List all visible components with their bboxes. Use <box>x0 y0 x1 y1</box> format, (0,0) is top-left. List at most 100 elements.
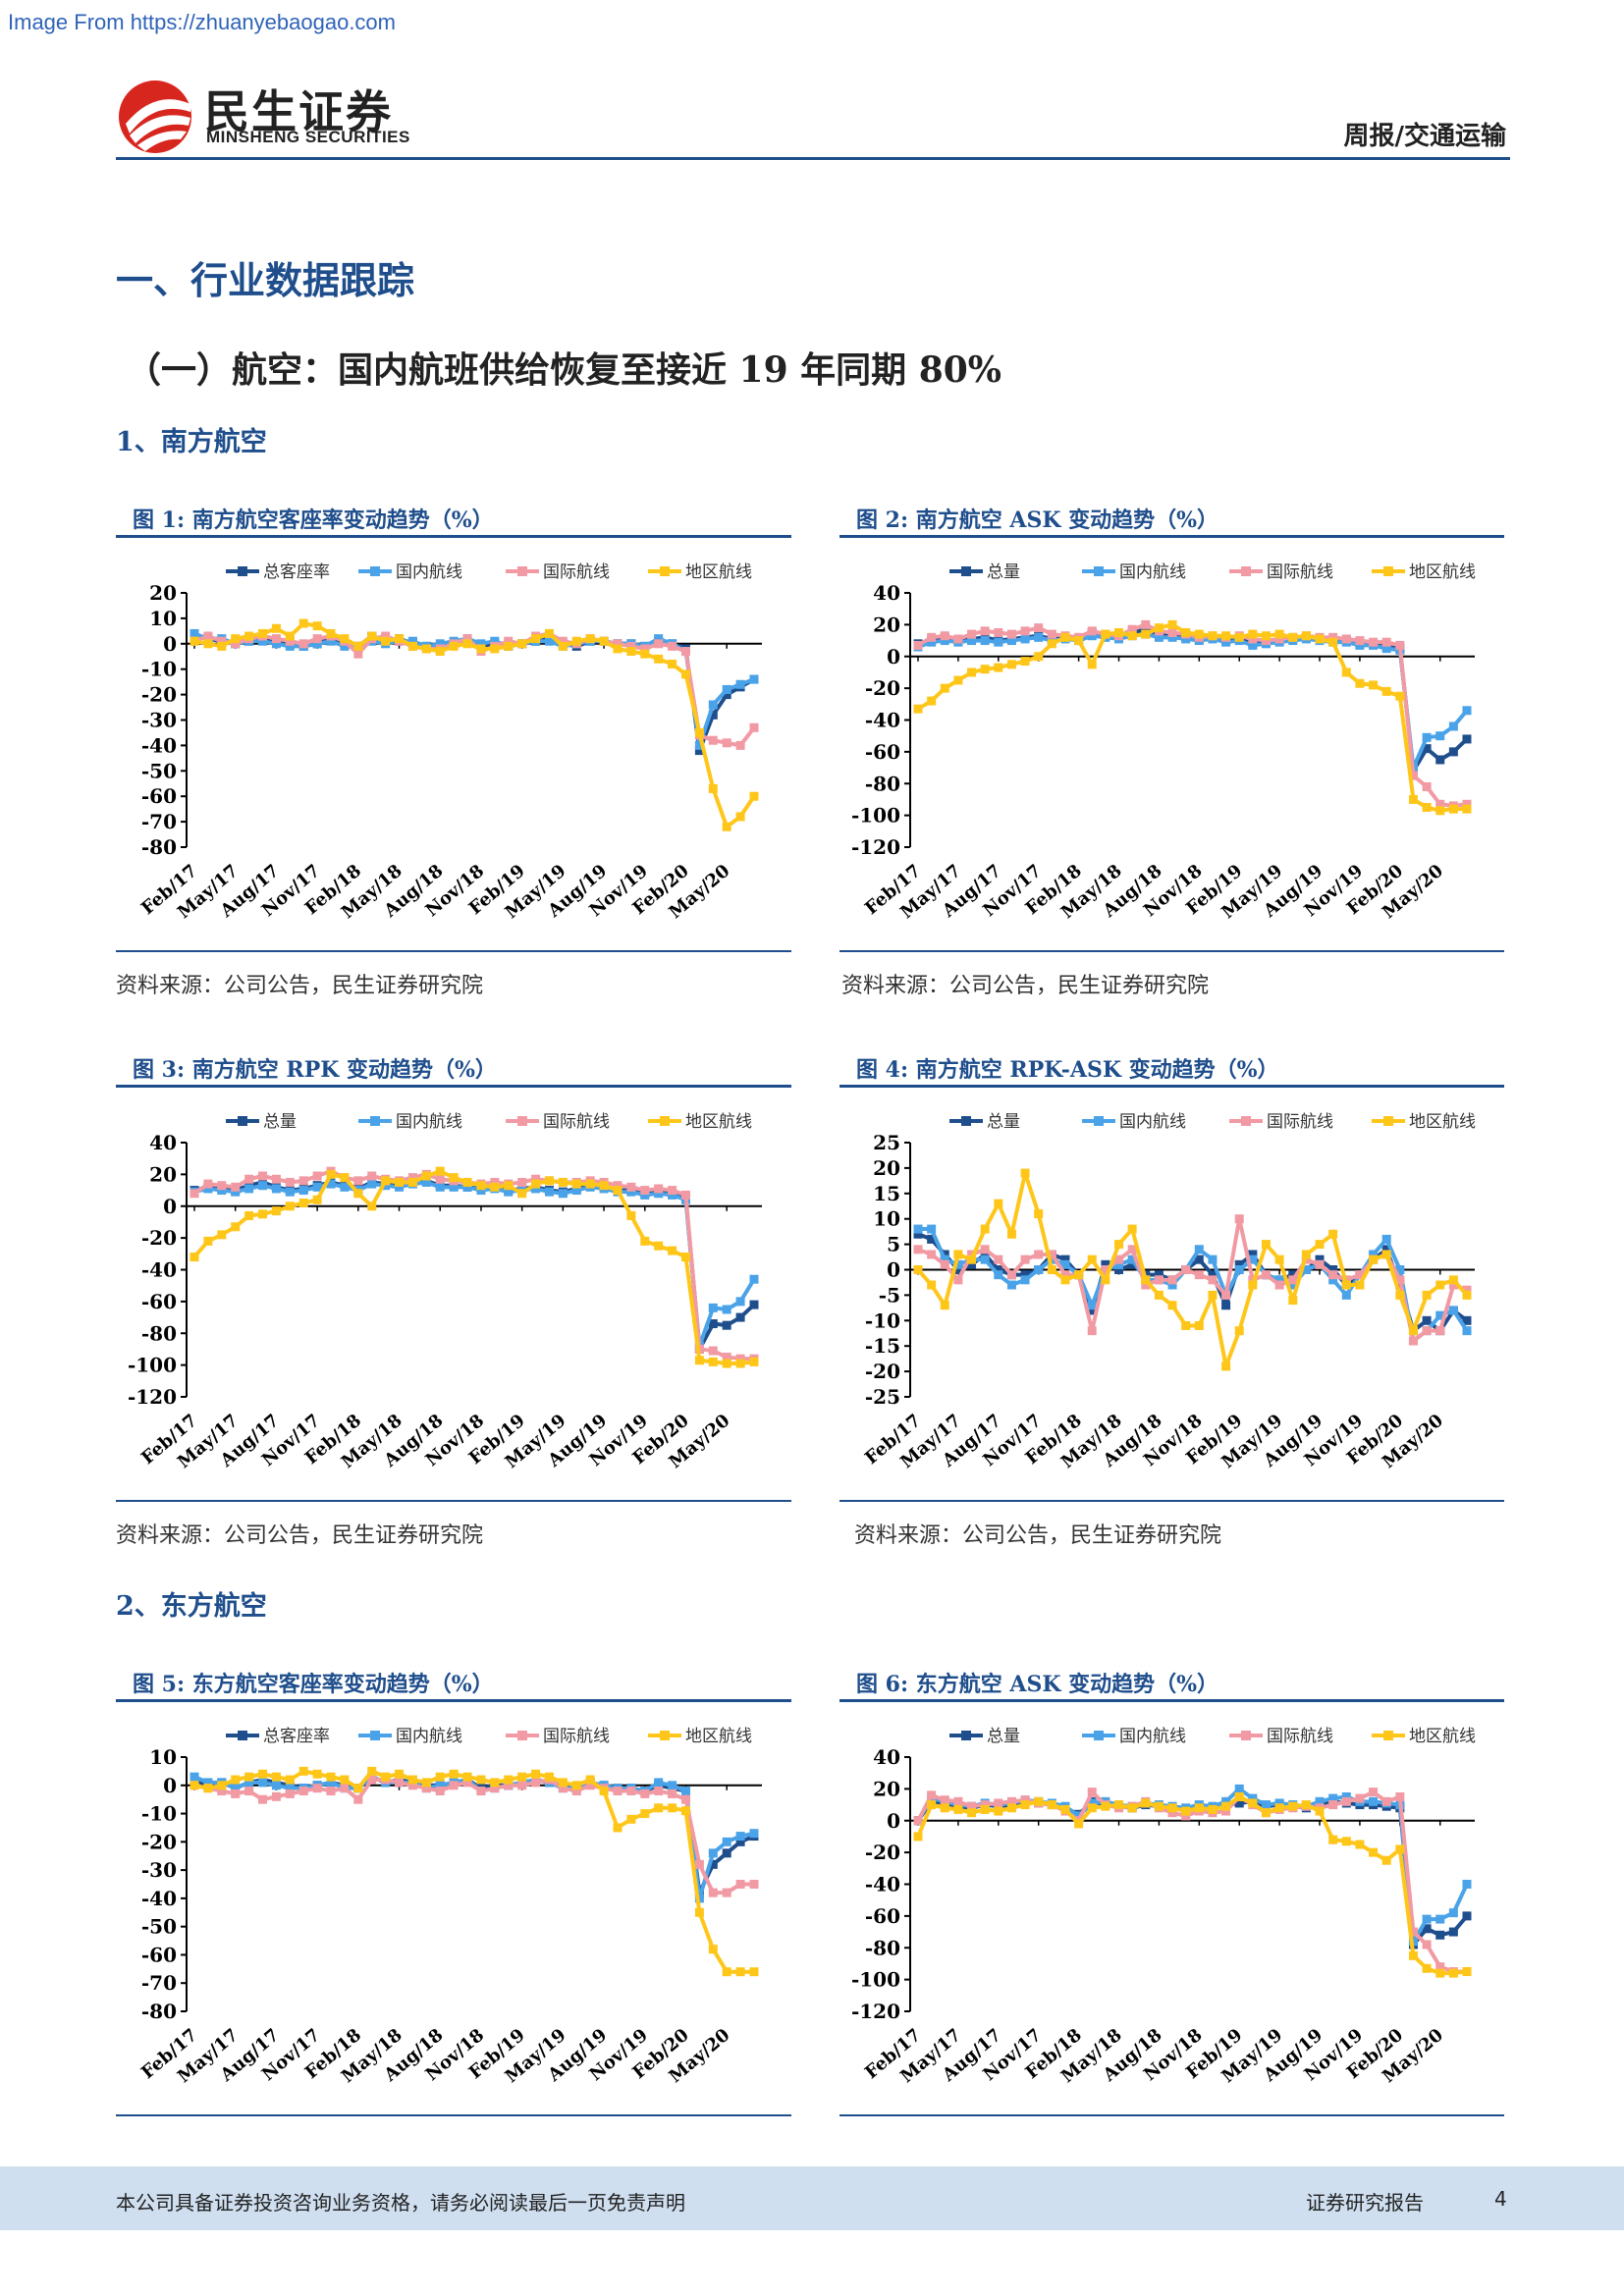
data-point-marker <box>340 641 350 651</box>
legend-swatch-marker <box>961 1731 971 1740</box>
data-point-marker <box>1034 632 1044 642</box>
data-point-marker <box>1408 1927 1418 1937</box>
data-point-marker <box>189 636 199 646</box>
data-point-marker <box>1221 1301 1231 1310</box>
data-point-marker <box>1448 1280 1458 1290</box>
figure-3-top-rule <box>116 1085 791 1088</box>
data-point-marker <box>722 1967 731 1977</box>
data-point-marker <box>1248 1280 1258 1290</box>
data-point-marker <box>1448 1275 1458 1285</box>
data-point-marker <box>1087 626 1097 636</box>
data-point-marker <box>367 1775 377 1785</box>
legend-swatch-marker <box>961 566 971 576</box>
data-point-marker <box>1221 1801 1231 1811</box>
data-point-marker <box>217 1787 227 1796</box>
data-point-marker <box>1395 691 1405 701</box>
data-point-marker <box>694 746 704 756</box>
data-point-marker <box>285 1201 295 1211</box>
data-point-marker <box>449 1781 459 1790</box>
data-point-marker <box>913 1224 923 1234</box>
figure-5-bottom-rule <box>116 2114 791 2116</box>
data-point-marker <box>722 738 731 748</box>
data-point-marker <box>189 1253 199 1262</box>
y-tick-label: -20 <box>141 1226 177 1250</box>
y-tick-label: -80 <box>141 1321 177 1345</box>
data-point-marker <box>517 639 527 649</box>
data-point-marker <box>1435 755 1445 765</box>
data-point-marker <box>668 1186 677 1196</box>
data-point-marker <box>1301 1800 1311 1810</box>
data-point-marker <box>1261 1240 1271 1250</box>
y-tick-label: 40 <box>873 1745 900 1769</box>
data-point-marker <box>1208 631 1218 641</box>
data-point-marker <box>994 627 1003 637</box>
y-tick-label: 15 <box>873 1182 900 1205</box>
data-point-marker <box>326 1169 336 1179</box>
data-point-marker <box>1047 629 1056 639</box>
data-point-marker <box>735 1880 745 1889</box>
data-point-marker <box>544 1176 554 1186</box>
data-point-marker <box>531 1184 541 1194</box>
y-tick-label: 0 <box>887 1809 900 1833</box>
data-point-marker <box>967 1250 977 1259</box>
data-point-marker <box>1167 1275 1177 1285</box>
data-point-marker <box>735 812 745 822</box>
y-tick-label: 10 <box>149 607 177 630</box>
data-point-marker <box>531 1769 541 1779</box>
data-point-marker <box>1435 1968 1445 1978</box>
data-point-marker <box>994 1806 1003 1816</box>
data-point-marker <box>1381 637 1391 647</box>
data-point-marker <box>1248 640 1258 650</box>
data-point-marker <box>1274 1803 1284 1813</box>
data-point-marker <box>217 1230 227 1240</box>
data-point-marker <box>1435 1310 1445 1320</box>
y-tick-label: -30 <box>141 1858 177 1882</box>
data-point-marker <box>680 647 690 657</box>
data-point-marker <box>1435 731 1445 741</box>
data-point-marker <box>1060 1259 1070 1269</box>
data-point-marker <box>1261 1808 1271 1818</box>
data-point-marker <box>435 1166 445 1176</box>
legend-label: 国际航线 <box>543 1727 610 1746</box>
data-point-marker <box>203 1778 213 1788</box>
data-point-marker <box>271 639 281 649</box>
data-point-marker <box>1020 626 1030 636</box>
data-point-marker <box>476 1787 486 1796</box>
data-point-marker <box>980 1255 990 1264</box>
data-point-marker <box>749 1880 759 1889</box>
y-tick-label: -120 <box>851 2000 900 2023</box>
data-point-marker <box>1395 1791 1405 1801</box>
data-point-marker <box>298 1766 308 1776</box>
series-line <box>193 634 755 753</box>
data-point-marker <box>1154 1270 1164 1280</box>
data-point-marker <box>407 1781 417 1790</box>
data-point-marker <box>1087 1788 1097 1797</box>
y-tick-label: 40 <box>873 581 900 605</box>
data-point-marker <box>1074 1270 1084 1280</box>
data-point-marker <box>735 1312 745 1322</box>
data-point-marker <box>476 644 486 654</box>
legend-swatch-marker <box>370 1731 380 1740</box>
data-point-marker <box>967 1801 977 1811</box>
data-point-marker <box>1408 1950 1418 1960</box>
data-point-marker <box>1047 1250 1056 1259</box>
y-tick-label: 0 <box>887 645 900 668</box>
data-point-marker <box>913 640 923 650</box>
data-point-marker <box>271 1772 281 1782</box>
data-point-marker <box>1047 1255 1056 1264</box>
data-point-marker <box>1020 1795 1030 1805</box>
data-point-marker <box>708 700 718 710</box>
data-point-marker <box>1101 629 1110 639</box>
data-point-marker <box>381 1181 391 1191</box>
data-point-marker <box>1369 1788 1379 1797</box>
data-point-marker <box>1395 1265 1405 1274</box>
data-point-marker <box>217 1186 227 1196</box>
header-divider <box>116 157 1510 160</box>
data-point-marker <box>1234 1326 1244 1336</box>
data-point-marker <box>953 1275 963 1285</box>
data-point-marker <box>1127 1224 1137 1234</box>
data-point-marker <box>1087 660 1097 669</box>
y-tick-label: -20 <box>865 1360 900 1383</box>
data-point-marker <box>285 1177 295 1187</box>
data-point-marker <box>271 1206 281 1216</box>
